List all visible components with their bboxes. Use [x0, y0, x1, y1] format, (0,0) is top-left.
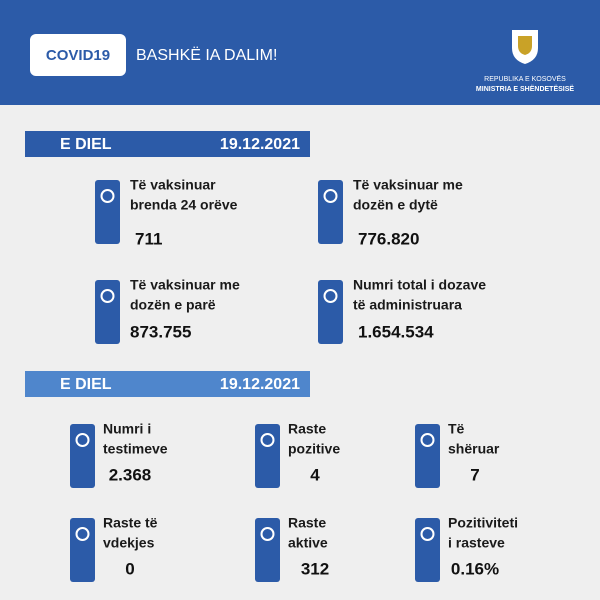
- day: E DIEL: [60, 136, 112, 153]
- item-label: pozitive: [288, 441, 340, 457]
- item-label: Raste: [288, 421, 326, 437]
- icon-glyph: [75, 433, 90, 447]
- item-value: 0: [125, 559, 134, 578]
- day: E DIEL: [60, 376, 112, 393]
- icon-glyph: [75, 527, 90, 541]
- item-value: 776.820: [358, 229, 419, 248]
- org-line1: REPUBLIKA E KOSOVËS: [484, 75, 566, 83]
- item-label: shëruar: [448, 441, 500, 457]
- section-bar: [25, 131, 310, 157]
- slogan: BASHKË IA DALIM!: [136, 46, 277, 64]
- item-label: testimeve: [103, 441, 168, 457]
- org-line2: MINISTRIA E SHËNDETËSISË: [476, 85, 574, 93]
- icon-glyph: [260, 527, 275, 541]
- date: 19.12.2021: [220, 136, 300, 153]
- item-value: 711: [135, 229, 162, 248]
- item-value: 7: [470, 465, 479, 484]
- item-label: Pozitiviteti: [448, 515, 518, 531]
- item-value: 2.368: [109, 465, 152, 484]
- item-label: Të vaksinuar me: [353, 177, 463, 193]
- item-value: 0.16%: [451, 559, 499, 578]
- item-label: Raste të: [103, 515, 158, 531]
- section-bar: [25, 371, 310, 397]
- badge: COVID19: [46, 47, 110, 64]
- item-label: brenda 24 orëve: [130, 197, 238, 213]
- item-label: dozën e dytë: [353, 197, 438, 213]
- icon-glyph: [100, 289, 115, 303]
- icon-glyph: [260, 433, 275, 447]
- item-value: 312: [301, 559, 329, 578]
- item-label: Të: [448, 421, 465, 437]
- item-value: 4: [310, 465, 320, 484]
- item-label: Të vaksinuar me: [130, 277, 240, 293]
- item-label: Raste: [288, 515, 326, 531]
- item-label: Numri i: [103, 421, 151, 437]
- item-label: të administruara: [353, 297, 462, 313]
- date: 19.12.2021: [220, 376, 300, 393]
- item-value: 873.755: [130, 322, 191, 341]
- icon-glyph: [420, 433, 435, 447]
- item-label: vdekjes: [103, 535, 155, 551]
- icon-glyph: [323, 189, 338, 203]
- icon-glyph: [323, 289, 338, 303]
- item-label: dozën e parë: [130, 297, 216, 313]
- icon-glyph: [420, 527, 435, 541]
- item-label: Numri total i dozave: [353, 277, 486, 293]
- item-label: Të vaksinuar: [130, 177, 216, 193]
- item-label: i rasteve: [448, 535, 505, 551]
- emblem-map: [518, 36, 532, 55]
- item-value: 1.654.534: [358, 322, 434, 341]
- badge-box: [30, 34, 126, 76]
- item-label: aktive: [288, 535, 328, 551]
- icon-glyph: [100, 189, 115, 203]
